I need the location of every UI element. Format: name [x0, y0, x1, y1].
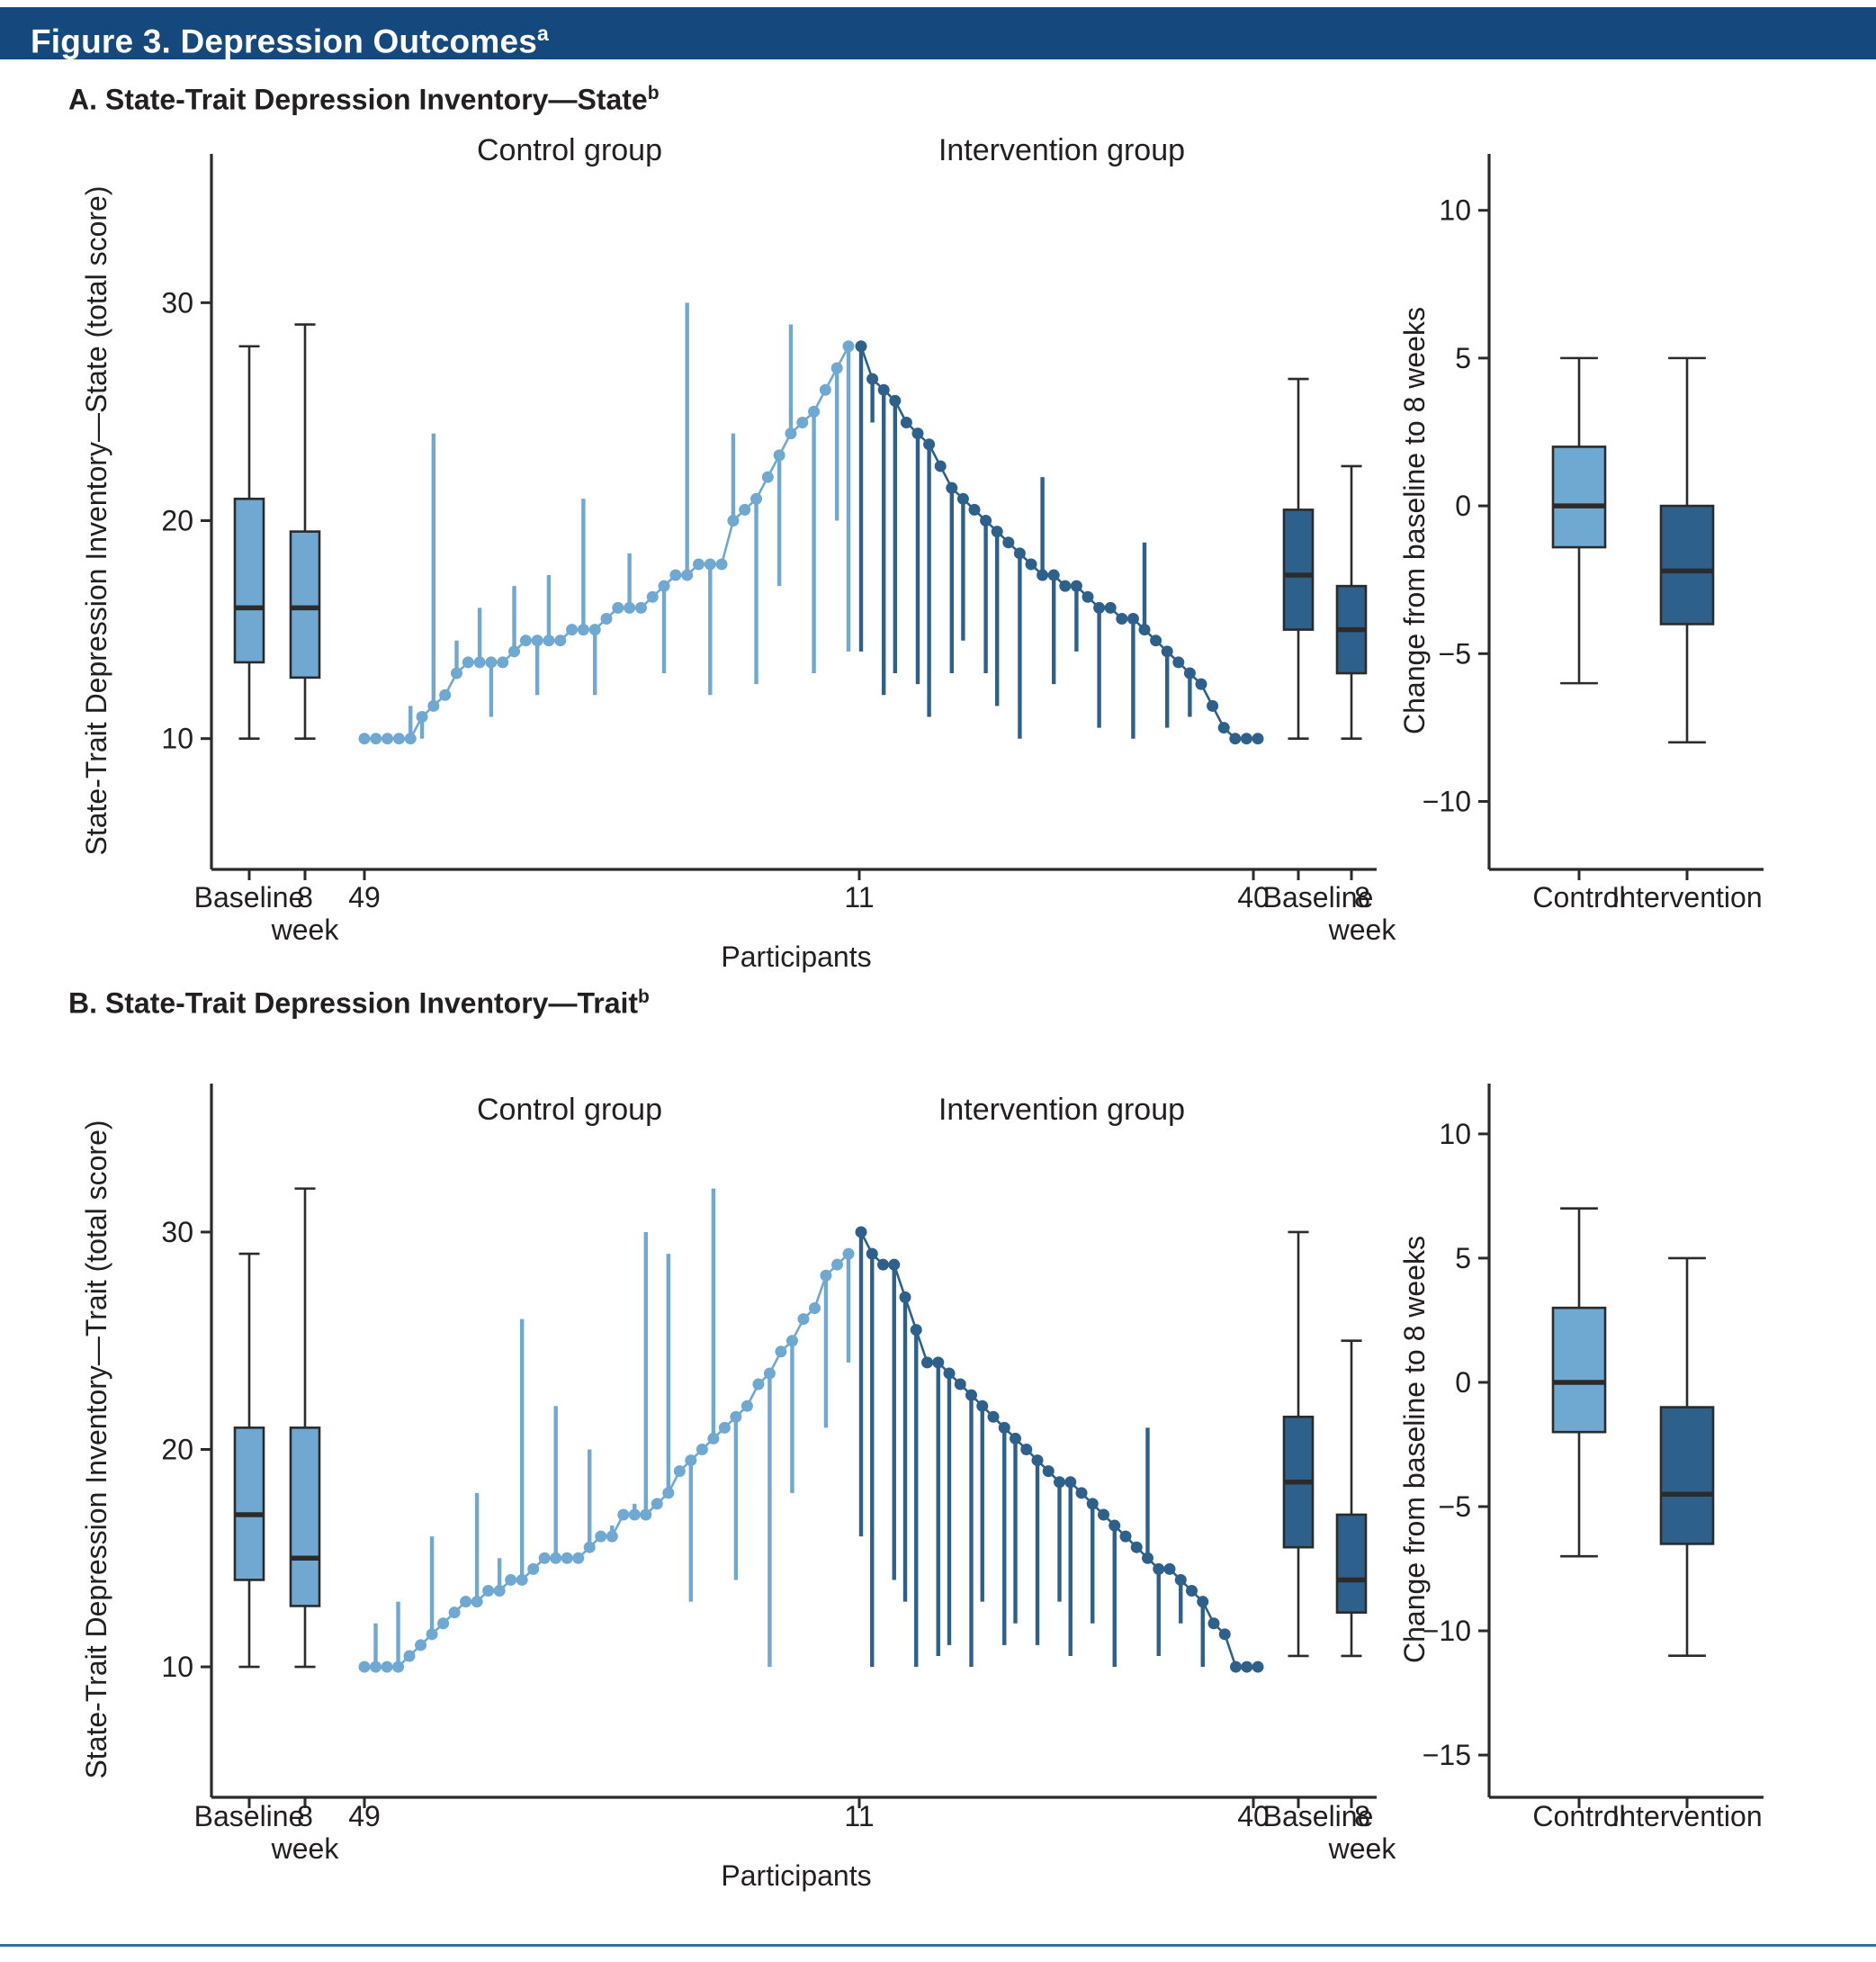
control-baseline-box [233, 345, 265, 740]
panel-b-chart: Control group Intervention group 10 20 30 Bas… [80, 1084, 1764, 1892]
control-group-label: Control group [477, 133, 662, 167]
control-week8-box [289, 323, 321, 740]
change-y-axis-label: Change from baseline to 8 weeks [1398, 307, 1431, 734]
participants-axis-label: Participants [721, 1859, 871, 1892]
intervention-waterfall [855, 340, 1264, 745]
svg-text:30: 30 [161, 286, 193, 319]
svg-text:−10: −10 [1423, 1615, 1471, 1647]
change-intervention-box [1659, 356, 1715, 744]
svg-text:8: 8 [297, 1800, 313, 1832]
change-control-box [1551, 356, 1607, 685]
svg-text:20: 20 [161, 505, 193, 537]
change-control-box [1551, 1207, 1607, 1558]
intervention-baseline-box [1282, 1230, 1315, 1658]
svg-text:week: week [1328, 1832, 1397, 1865]
svg-text:0: 0 [1455, 1366, 1471, 1399]
intervention-baseline-box [1282, 377, 1315, 740]
svg-text:−5: −5 [1439, 1490, 1471, 1523]
svg-text:Intervention: Intervention [1611, 1800, 1762, 1832]
svg-text:−15: −15 [1423, 1739, 1471, 1771]
svg-text:8: 8 [1354, 881, 1370, 914]
svg-text:Baseline: Baseline [1263, 881, 1374, 914]
control-group-label: Control group [477, 1093, 662, 1127]
svg-text:8: 8 [297, 881, 313, 914]
svg-text:5: 5 [1455, 1242, 1471, 1274]
intervention-week8-box [1335, 1339, 1368, 1658]
svg-text:10: 10 [1439, 194, 1471, 227]
svg-text:8: 8 [1354, 1800, 1370, 1832]
change-y-axis-label: Change from baseline to 8 weeks [1398, 1236, 1431, 1663]
svg-text:40: 40 [1237, 881, 1270, 914]
group-labels: Control group Intervention group [477, 133, 1185, 167]
panel-b-heading-text: B. State-Trait Depression Inventory—Trai… [68, 986, 639, 1020]
panel-a-heading-superscript: b [647, 83, 660, 104]
control-waterfall [358, 302, 855, 745]
panel-b-heading: B. State-Trait Depression Inventory—Trai… [68, 986, 650, 1021]
panel-b-heading-superscript: b [638, 986, 650, 1007]
svg-text:30: 30 [161, 1216, 193, 1248]
svg-text:week: week [271, 914, 340, 946]
svg-text:49: 49 [348, 881, 381, 914]
svg-text:49: 49 [348, 1800, 381, 1832]
svg-text:5: 5 [1455, 342, 1471, 374]
intervention-week8-box [1335, 464, 1368, 740]
control-week8-box [289, 1187, 321, 1669]
change-intervention-box [1659, 1256, 1715, 1657]
svg-text:40: 40 [1237, 1800, 1270, 1832]
panel-a-heading: A. State-Trait Depression Inventory—Stat… [68, 83, 660, 117]
intervention-group-label: Intervention group [938, 1093, 1185, 1127]
bottom-divider [0, 1944, 1876, 1947]
svg-text:Intervention: Intervention [1611, 881, 1762, 914]
svg-text:Baseline: Baseline [194, 1800, 305, 1832]
figure-title-bar: Figure 3. Depression Outcomesa [0, 7, 1876, 59]
svg-text:11: 11 [844, 881, 874, 914]
svg-text:10: 10 [161, 1651, 193, 1683]
svg-text:−10: −10 [1423, 785, 1471, 817]
svg-text:20: 20 [161, 1434, 193, 1466]
figure-title-superscript: a [537, 22, 550, 45]
participants-axis-label: Participants [721, 940, 871, 973]
svg-text:week: week [271, 1832, 340, 1865]
svg-text:Control: Control [1532, 881, 1625, 914]
figure-title: Figure 3. Depression Outcomes [31, 22, 538, 60]
intervention-group-label: Intervention group [938, 133, 1185, 167]
svg-text:11: 11 [844, 1800, 874, 1832]
control-baseline-box [233, 1252, 265, 1669]
control-waterfall [358, 1188, 855, 1673]
svg-text:10: 10 [161, 723, 193, 755]
intervention-waterfall [855, 1226, 1264, 1673]
svg-text:Baseline: Baseline [194, 881, 305, 914]
panel-a-chart: Control group Intervention group 10 20 30 Bas… [80, 133, 1764, 973]
main-y-axis-label: State-Trait Depression Inventory—State (… [80, 186, 112, 856]
svg-text:10: 10 [1439, 1118, 1471, 1150]
svg-text:0: 0 [1455, 490, 1471, 522]
main-y-axis-label: State-Trait Depression Inventory—Trait (… [80, 1120, 112, 1778]
svg-text:Control: Control [1532, 1800, 1625, 1832]
svg-text:−5: −5 [1439, 637, 1471, 670]
group-labels: Control group Intervention group [477, 1093, 1185, 1127]
panel-a-heading-text: A. State-Trait Depression Inventory—Stat… [68, 83, 648, 116]
svg-text:week: week [1328, 914, 1397, 946]
svg-text:Baseline: Baseline [1263, 1800, 1374, 1832]
